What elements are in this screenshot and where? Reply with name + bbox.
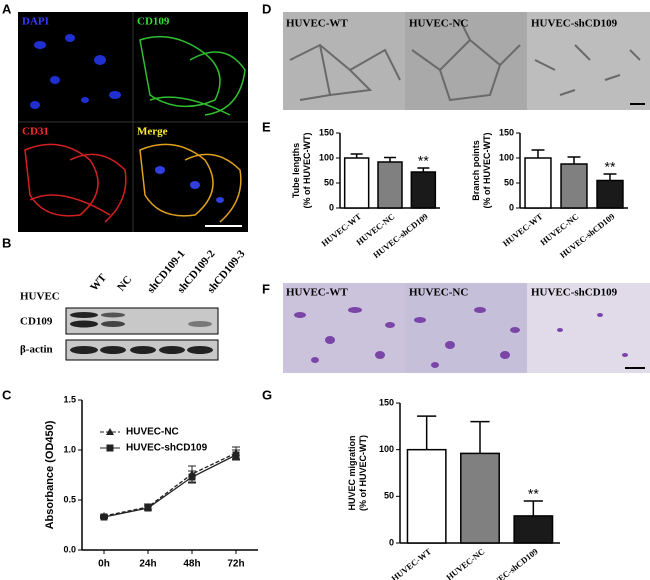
band-label: CD109 — [20, 316, 53, 328]
y-tick-label: 0 — [509, 202, 514, 212]
cd109-stain — [139, 35, 246, 116]
significance: ** — [418, 153, 429, 169]
panel-letter: B — [2, 235, 11, 250]
bar — [406, 448, 447, 544]
row-label: HUVEC — [20, 291, 60, 303]
y-tick-label: 0.0 — [63, 544, 76, 554]
panel-letter: D — [262, 1, 271, 16]
stain-label: CD109 — [137, 16, 170, 28]
blot-strip — [65, 307, 219, 335]
migration-image — [283, 283, 405, 373]
x-tick-label: HUVEC-shCD109 — [481, 546, 540, 580]
migrated-cells — [294, 307, 628, 368]
marker — [144, 504, 152, 512]
y-tick-label: 0.5 — [63, 494, 76, 504]
y-tick-label: 50 — [504, 177, 514, 187]
bar — [524, 157, 552, 209]
tube-images: HUVEC-WT HUVEC-NC HUVEC-shCD109 — [283, 12, 650, 110]
migration-images: HUVEC-WT HUVEC-NC HUVEC-shCD109 — [283, 283, 650, 373]
x-tick-label: HUVEC-NC — [444, 546, 486, 580]
x-tick-label: 48h — [183, 559, 200, 570]
y-tick-label: 1.5 — [63, 394, 76, 404]
cd31-stain — [24, 143, 127, 223]
panel-letter: C — [2, 387, 12, 402]
bar — [560, 163, 588, 209]
image-label: HUVEC-shCD109 — [531, 18, 618, 30]
nuclei — [30, 34, 121, 109]
y-axis-label: Tube lengths — [291, 143, 301, 198]
migration-image — [527, 283, 650, 373]
y-tick-label: 0 — [329, 202, 334, 212]
legend-label: HUVEC-NC — [126, 427, 179, 438]
merge-stain — [139, 143, 242, 223]
y-tick-label: 150 — [499, 127, 514, 137]
band-label: β-actin — [20, 344, 53, 356]
panel-letter: E — [262, 119, 271, 134]
x-tick-label: HUVEC-WT — [501, 211, 545, 248]
x-tick-label: 24h — [139, 559, 156, 570]
marker — [100, 513, 108, 521]
bar — [343, 157, 370, 209]
y-tick-label: 150 — [379, 397, 394, 407]
bands — [70, 312, 213, 354]
bar — [460, 452, 500, 544]
stain-label: CD31 — [22, 126, 49, 138]
y-axis-label: Absorbance (OD450) — [44, 420, 56, 529]
image-label: HUVEC-NC — [409, 287, 468, 299]
merge-nuclei — [155, 166, 224, 203]
bar — [513, 515, 554, 544]
tube-image — [405, 12, 527, 110]
line — [103, 454, 237, 518]
y-tick-label: 100 — [319, 152, 334, 162]
micrograph-grid: DAPI CD109 CD31 Merge — [18, 12, 248, 232]
y-tick-label: 100 — [379, 444, 394, 454]
x-tick-label: HUVEC-WT — [389, 546, 433, 580]
significance: ** — [528, 486, 539, 502]
bar — [410, 171, 437, 209]
tube-network — [289, 19, 641, 102]
tube-image — [527, 12, 650, 110]
y-tick-label: 1.0 — [63, 444, 76, 454]
y-tick-label: 50 — [384, 491, 394, 501]
significance: ** — [605, 159, 616, 175]
panel-letter: F — [262, 281, 270, 296]
legend-label: HUVEC-shCD109 — [126, 443, 208, 454]
lane-label: WT — [88, 271, 109, 293]
legend-marker — [106, 428, 114, 435]
x-tick-label: 72h — [227, 559, 244, 570]
panel-letter: G — [262, 387, 272, 402]
y-axis-label: HUVEC migration — [347, 435, 357, 510]
stain-label: DAPI — [22, 16, 49, 28]
marker — [232, 451, 240, 459]
y-tick-label: 50 — [324, 177, 334, 187]
legend-marker — [106, 444, 114, 452]
lane-label: NC — [115, 274, 134, 294]
image-label: HUVEC-WT — [286, 18, 348, 30]
stain-label: Merge — [137, 126, 168, 138]
y-axis-label: Branch points — [471, 140, 481, 201]
image-label: HUVEC-NC — [409, 18, 468, 30]
line — [103, 452, 237, 517]
y-axis-label: (% of HUVEC-WT) — [482, 133, 492, 209]
y-tick-label: 100 — [499, 152, 514, 162]
bar — [377, 161, 403, 209]
image-label: HUVEC-shCD109 — [531, 287, 618, 299]
image-label: HUVEC-WT — [286, 287, 348, 299]
marker — [188, 473, 196, 481]
western-blot: WT NC shCD109-1 shCD109-2 shCD109-3 HUVE… — [20, 248, 248, 361]
y-axis-label: (% of HUVEC-WT) — [302, 133, 312, 209]
y-tick-label: 0 — [389, 537, 394, 547]
bar — [596, 179, 624, 209]
x-tick-label: 0h — [98, 559, 110, 570]
y-tick-label: 150 — [319, 127, 334, 137]
y-axis-label: (% of HUVEC-WT) — [358, 435, 368, 511]
panel-letter: A — [2, 1, 12, 16]
